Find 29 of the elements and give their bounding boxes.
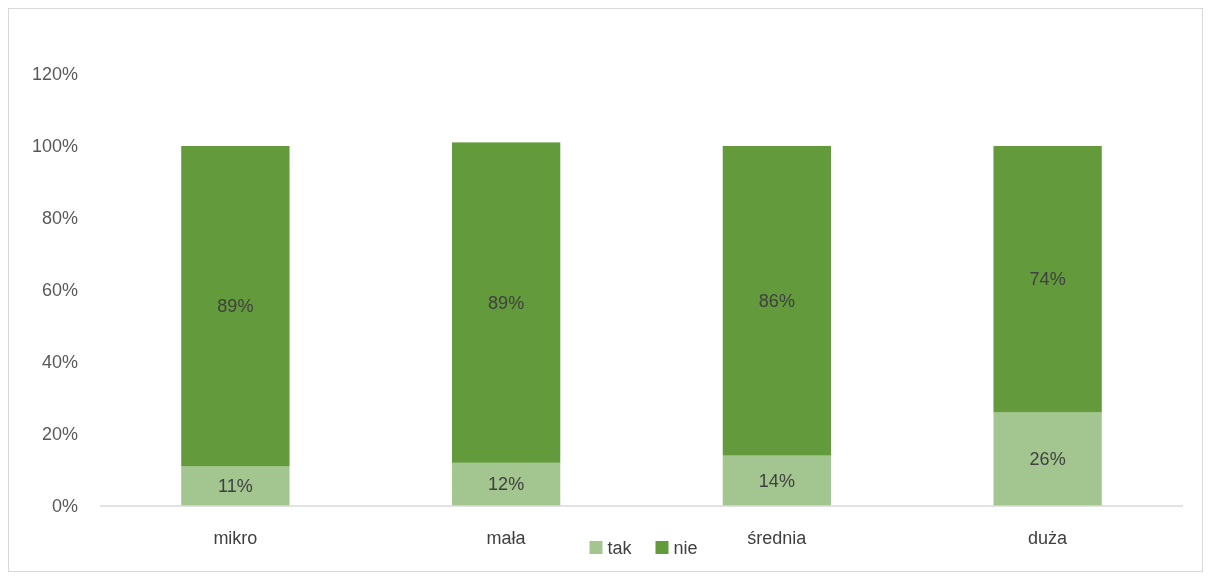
bar [181,466,290,506]
bar [722,455,832,506]
y-tick-label: 60% [41,280,78,300]
y-tick-label: 40% [41,352,78,372]
x-tick-label: mikro [213,528,258,548]
data-label: 86% [758,290,795,311]
y-tick-label: 0% [51,496,78,516]
y-tick-label: 20% [41,424,78,444]
y-tick-label: 80% [41,208,78,228]
data-label: 74% [1029,269,1066,290]
legend-label: nie [673,538,698,558]
data-label: 14% [758,470,795,491]
bar [451,462,561,506]
data-label: 89% [217,296,254,317]
legend-label: tak [607,538,633,558]
x-tick-label: mała [486,528,527,548]
data-label: 12% [488,474,525,495]
data-label: 26% [1029,449,1066,470]
bar [181,146,290,467]
data-label: 89% [488,292,525,313]
bar [993,412,1102,506]
bar [993,146,1102,413]
data-label: 11% [218,476,253,497]
y-tick-label: 120% [31,64,78,84]
x-tick-label: średnia [747,528,808,548]
bar [451,142,561,463]
bar [722,146,832,456]
x-tick-label: duża [1028,528,1069,548]
y-tick-label: 100% [31,136,78,156]
